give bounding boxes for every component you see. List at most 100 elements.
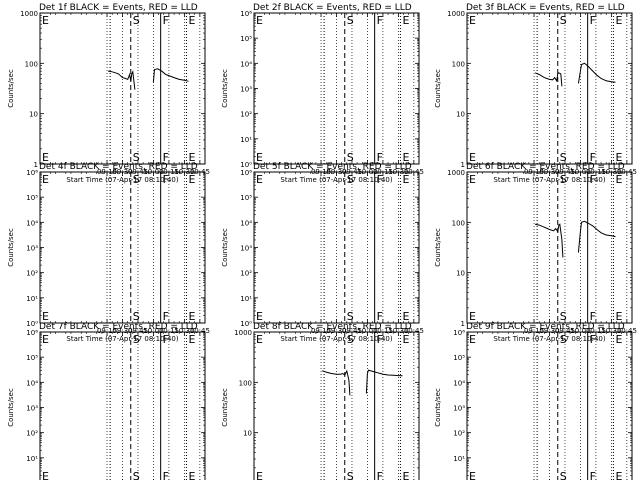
x-tick-label: 09:30 — [539, 327, 559, 335]
y-tick-label: 100 — [239, 379, 252, 387]
plot-frame — [39, 331, 206, 480]
x-tick-label: 10:30 — [601, 327, 621, 335]
marker-label-bottom: F — [377, 310, 383, 323]
marker-label-top: S — [133, 14, 140, 27]
series-line-segment — [534, 223, 564, 258]
marker-label-top: F — [377, 333, 383, 346]
marker-label-bottom: F — [590, 151, 596, 164]
y-tick-label: 10⁴ — [26, 379, 38, 387]
marker-label-bottom: S — [347, 470, 354, 480]
y-tick-label: 1000 — [234, 329, 252, 337]
x-axis-label: Start Time (07-Apr-17 08:10:40) — [280, 176, 392, 184]
y-axis-label: Counts/sec — [434, 388, 442, 427]
marker-label-bottom: E — [615, 470, 622, 480]
x-tick-label: 09:45 — [555, 327, 575, 335]
marker-label-top: S — [347, 333, 354, 346]
y-tick-label: 10⁶ — [453, 329, 465, 337]
y-axis-label: Counts/sec — [221, 228, 229, 267]
marker-label-bottom: S — [560, 151, 567, 164]
y-tick-label: 10³ — [453, 405, 465, 413]
marker-label-bottom: E — [469, 310, 476, 323]
marker-label-bottom: S — [133, 470, 140, 480]
panel-title: Det 5f BLACK = Events, RED = LLD — [253, 162, 412, 172]
marker-label-top: F — [590, 14, 596, 27]
marker-label-bottom: F — [590, 310, 596, 323]
y-tick-label: 10² — [26, 270, 38, 278]
marker-label-top: S — [133, 333, 140, 346]
x-tick-label: 09:15 — [97, 327, 117, 335]
y-tick-label: 1 — [461, 320, 465, 328]
marker-label-top: E — [615, 333, 622, 346]
y-tick-label: 10¹ — [240, 295, 252, 303]
y-axis-label: Counts/sec — [7, 388, 15, 427]
y-tick-label: 10⁴ — [240, 60, 252, 68]
x-tick-label: 10:30 — [174, 327, 194, 335]
y-tick-label: 1 — [34, 161, 38, 169]
marker-label-bottom: S — [133, 310, 140, 323]
y-tick-label: 10⁴ — [240, 219, 252, 227]
marker-label-top: F — [163, 173, 169, 186]
plot-frame — [466, 331, 633, 480]
marker-label-top: E — [469, 333, 476, 346]
marker-label-top: S — [347, 14, 354, 27]
panel-title: Det 7f BLACK = Events, RED = LLD — [39, 322, 198, 332]
marker-label-top: S — [560, 173, 567, 186]
panel-det-6: Det 6f BLACK = Events, RED = LLD11010010… — [434, 162, 637, 343]
y-axis-label: Counts/sec — [434, 69, 442, 108]
marker-label-top: S — [347, 173, 354, 186]
marker-label-bottom: E — [615, 151, 622, 164]
marker-label-bottom: E — [402, 151, 409, 164]
x-tick-label: 10:00 — [570, 327, 590, 335]
y-tick-label: 1 — [461, 161, 465, 169]
marker-label-top: E — [402, 14, 409, 27]
marker-label-top: F — [377, 14, 383, 27]
y-tick-label: 10⁰ — [240, 161, 252, 169]
series-line-segment — [365, 369, 403, 394]
marker-label-top: F — [590, 173, 596, 186]
marker-label-top: E — [402, 333, 409, 346]
y-tick-label: 10³ — [26, 405, 38, 413]
marker-label-top: F — [590, 333, 596, 346]
marker-label-bottom: E — [42, 470, 49, 480]
y-tick-label: 10⁵ — [26, 194, 38, 202]
x-axis-label: Start Time (07-Apr-17 08:10:40) — [493, 176, 605, 184]
marker-label-top: F — [377, 173, 383, 186]
x-tick-label: 10:45 — [617, 327, 637, 335]
y-tick-label: 1000 — [447, 10, 465, 18]
panel-det-1: Det 1f BLACK = Events, RED = LLD 1 10 100 10… — [7, 3, 210, 184]
marker-label-bottom: E — [469, 151, 476, 164]
panel-title: Det 2f BLACK = Events, RED = LLD — [253, 3, 412, 13]
panel-title: Det 3f BLACK = Events, RED = LLD — [466, 3, 625, 13]
marker-label-bottom: E — [256, 310, 263, 323]
marker-label-bottom: S — [347, 310, 354, 323]
marker-label-bottom: F — [590, 470, 596, 480]
y-tick-label: 10¹ — [26, 455, 38, 463]
marker-label-bottom: F — [163, 151, 169, 164]
panel-title: Det 1f BLACK = Events, RED = LLD — [39, 3, 198, 13]
x-tick-label: 10:30 — [388, 327, 408, 335]
y-axis-label: Counts/sec — [434, 228, 442, 267]
x-tick-label: 10:15 — [373, 327, 393, 335]
marker-label-top: E — [615, 173, 622, 186]
marker-label-bottom: S — [560, 310, 567, 323]
x-tick-label: 09:45 — [128, 327, 148, 335]
y-tick-label: 1000 — [447, 169, 465, 177]
x-tick-label: 10:15 — [159, 327, 179, 335]
marker-label-bottom: E — [402, 310, 409, 323]
marker-label-bottom: F — [377, 151, 383, 164]
marker-label-bottom: E — [402, 470, 409, 480]
x-tick-label: 09:30 — [112, 327, 132, 335]
panel-det-2: Det 2f BLACK = Events, RED = LLD 10⁰ 10¹ 10… — [221, 3, 424, 184]
marker-label-bottom: F — [163, 310, 169, 323]
marker-label-top: E — [42, 333, 49, 346]
marker-label-bottom: F — [163, 470, 169, 480]
x-tick-label: 10:00 — [357, 327, 377, 335]
marker-label-top: E — [256, 14, 263, 27]
y-tick-label: 10⁶ — [240, 169, 252, 177]
marker-label-bottom: E — [42, 310, 49, 323]
marker-label-bottom: F — [377, 470, 383, 480]
marker-label-bottom: E — [469, 470, 476, 480]
